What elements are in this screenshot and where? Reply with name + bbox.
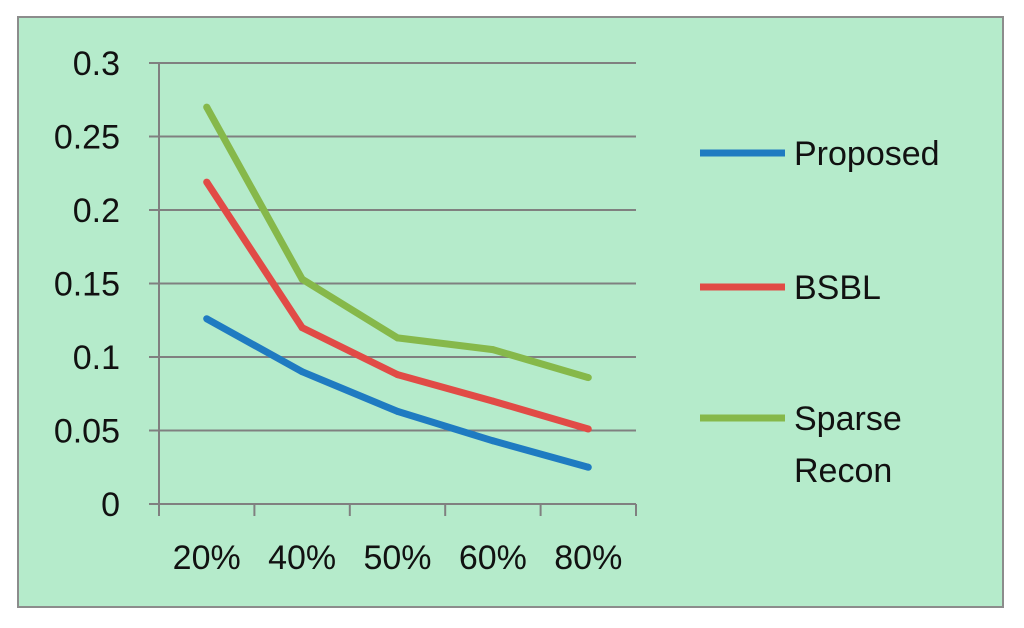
legend: Proposed BSBL Sparse Recon [700, 135, 940, 490]
chart-frame [17, 16, 1004, 608]
data-point [203, 178, 211, 186]
axes [149, 62, 637, 516]
data-point [394, 371, 401, 379]
y-tick-label: 0 [101, 486, 120, 524]
data-point [584, 374, 592, 382]
data-point [298, 368, 306, 376]
data-point [584, 463, 592, 471]
x-tick-label: 20% [173, 539, 241, 577]
data-point [203, 315, 211, 323]
data-point [489, 346, 497, 354]
data-point [203, 103, 211, 111]
legend-label: Proposed [794, 135, 940, 173]
legend-label: BSBL [794, 269, 881, 307]
y-tick-label: 0.05 [54, 413, 120, 451]
x-tick-label: 80% [554, 539, 622, 577]
data-point [394, 407, 401, 415]
x-tick-labels: 20% 40% 50% 60% 80% [173, 539, 623, 577]
y-tick-labels: 0 0.05 0.1 0.15 0.2 0.25 0.3 [54, 45, 120, 524]
series-line-bsbl [203, 180, 590, 433]
series-lines [203, 103, 592, 471]
gridlines [159, 62, 636, 432]
data-point [584, 425, 592, 433]
x-tick-label: 40% [268, 539, 336, 577]
y-tick-label: 0.2 [73, 192, 120, 230]
x-tick-label: 60% [459, 539, 527, 577]
data-point [298, 324, 306, 332]
legend-label: Sparse Recon [794, 400, 902, 490]
data-point [489, 397, 497, 405]
y-tick-label: 0.1 [73, 339, 120, 377]
y-tick-label: 0.25 [54, 119, 120, 157]
y-tick-label: 0.15 [54, 266, 120, 304]
data-point [489, 437, 497, 445]
x-tick-label: 50% [363, 539, 431, 577]
y-tick-label: 0.3 [73, 45, 120, 83]
data-point [298, 275, 306, 283]
data-point [394, 334, 401, 342]
